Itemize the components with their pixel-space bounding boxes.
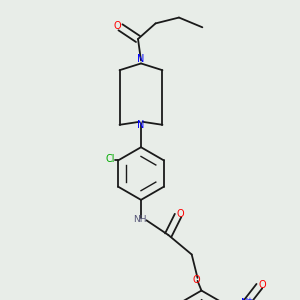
Text: O: O [193,275,200,285]
Text: O: O [177,209,184,219]
Text: N: N [137,54,145,64]
Text: N: N [241,298,248,300]
Text: NH: NH [133,215,146,224]
Text: Cl: Cl [106,154,116,164]
Text: O: O [259,280,266,290]
Text: N: N [137,120,145,130]
Text: +: + [247,297,253,300]
Text: O: O [114,21,121,31]
